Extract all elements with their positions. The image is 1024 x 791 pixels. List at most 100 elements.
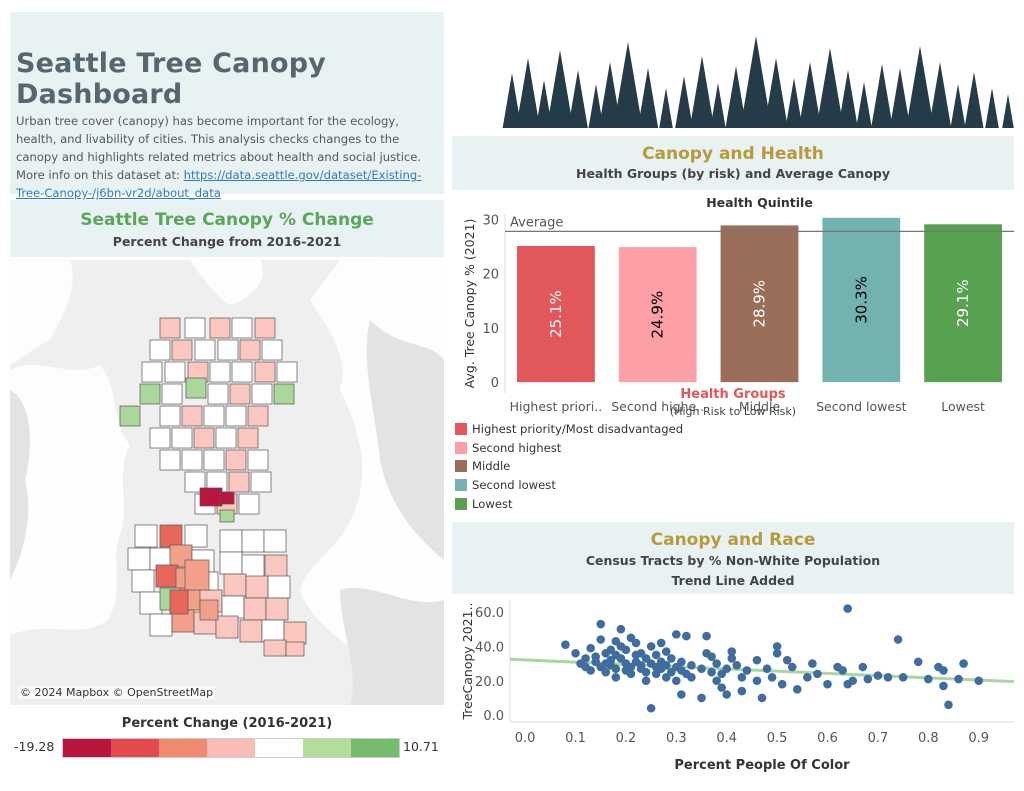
census-tract [159,317,181,339]
tree-banner [502,36,1014,128]
y-tick-label: 0.0 [483,709,504,724]
census-tract [181,449,203,471]
legend-item[interactable]: Second lowest [455,476,683,495]
census-tract [225,449,247,471]
census-tract [283,621,307,645]
scatter-point [631,638,641,648]
census-tract [261,619,285,643]
scatter-point [661,660,671,670]
scatter-point [843,604,852,613]
scatter-point [782,655,792,665]
map-legend-colorbar [62,738,400,758]
tree-icon [502,73,522,128]
census-tract [219,529,243,553]
tree-icon [689,56,715,128]
scatter-point [611,664,621,674]
scatter-point [672,662,681,672]
census-tract [207,383,229,405]
bar-value-label: 24.9% [649,291,667,339]
legend-item[interactable]: Highest priority/Most disadvantaged [455,420,683,439]
census-tract [219,509,235,523]
tree-icon [928,62,952,128]
scatter-point [808,659,817,668]
census-tract [237,427,259,449]
scatter-point [772,642,782,651]
census-tract [159,449,181,471]
scatter-point [656,657,666,667]
scatter-point [732,660,742,670]
scatter-point [641,667,651,677]
scatter-point [591,652,600,662]
scatter-point [641,676,651,686]
scatter-point [611,673,621,682]
scatter-point [636,664,646,674]
map-attribution[interactable]: © 2024 Mapbox © OpenStreetMap [18,686,216,699]
legend-label: Second lowest [472,478,556,493]
intro-text: Urban tree cover (canopy) has become imp… [16,112,438,202]
tree-icon [764,58,788,128]
scatter-point [616,624,626,634]
legend-item[interactable]: Lowest [455,494,683,513]
legend-swatch [111,739,159,757]
scatter-point [626,633,636,643]
scatter-point [611,636,621,646]
census-tract [229,383,251,405]
bar-chart-title: Health Quintile [706,195,813,210]
bar [924,224,1002,383]
census-tract [199,599,219,621]
legend-swatch [303,739,351,757]
legend-label: Middle [472,459,511,474]
tree-icon [798,62,822,128]
x-tick-label: Lowest [941,399,985,414]
bar [822,217,901,383]
scatter-point [939,666,948,675]
scatter-point [752,655,762,665]
legend-item[interactable]: Middle [455,457,683,476]
scatter-point [757,693,767,703]
census-tract [193,427,215,449]
census-tract [141,361,163,383]
legend-label: Highest priority/Most disadvantaged [472,422,684,437]
tree-icon [816,48,844,128]
health-legend-subtitle: (High Risk to Low Risk) [670,405,796,418]
map-subtitle: Percent Change from 2016-2021 [112,234,342,249]
health-subtitle: Health Groups (by risk) and Average Cano… [575,166,891,181]
x-tick-label: 0.7 [868,731,889,746]
scatter-point [606,660,616,670]
dataset-link[interactable]: https://data.seattle.gov/dataset/Existin… [16,168,422,200]
x-tick-label: 0.6 [817,731,838,746]
census-tract [169,589,189,615]
scatter-point [883,673,893,682]
scatter-point [787,662,797,672]
health-legend-title: Health Groups [680,387,785,402]
census-tracts[interactable] [119,317,307,657]
scatter-point [677,666,686,675]
x-tick-label: 0.2 [616,731,637,746]
census-tract [245,575,269,599]
scatter-point [666,654,676,663]
scatter-point [712,659,721,668]
canopy-change-map[interactable]: © 2024 Mapbox © OpenStreetMap [10,260,444,705]
race-header: Canopy and Race Census Tracts by % Non-W… [452,522,1014,594]
bar [517,246,595,383]
census-tract [231,361,253,383]
census-tract [149,613,173,637]
census-tract [119,405,141,427]
scatter-point [591,657,600,667]
y-axis-label: Avg. Tree Canopy % (2021) [462,219,477,389]
scatter-point [661,647,671,656]
census-tract [171,427,193,449]
map-legend-max: 10.71 [403,739,439,754]
map-title: Seattle Tree Canopy % Change [80,210,374,230]
legend-item[interactable]: Second highest [455,439,683,458]
x-tick-label: Second lowest [816,399,907,414]
scatter-point [656,664,666,674]
scatter-point [702,648,711,658]
x-tick-label: 0.5 [767,731,788,746]
scatter-point [626,669,636,679]
scatter-point [616,642,626,651]
scatter-point [722,664,732,674]
tree-icon [856,82,872,128]
health-legend: Highest priority/Most disadvantaged Secon… [455,420,683,513]
census-tract [184,559,210,591]
